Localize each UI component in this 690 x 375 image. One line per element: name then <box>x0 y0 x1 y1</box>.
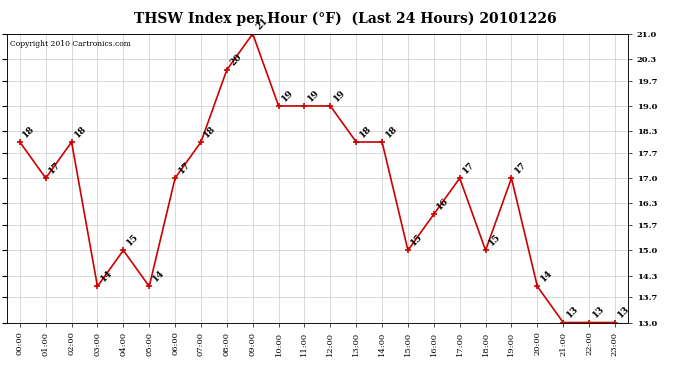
Text: 13: 13 <box>616 304 632 320</box>
Text: 17: 17 <box>177 160 192 176</box>
Text: 14: 14 <box>150 268 166 284</box>
Text: 15: 15 <box>409 232 424 248</box>
Text: 14: 14 <box>539 268 554 284</box>
Text: 13: 13 <box>564 304 580 320</box>
Text: 18: 18 <box>21 124 37 139</box>
Text: 18: 18 <box>384 124 399 139</box>
Text: Copyright 2010 Cartronics.com: Copyright 2010 Cartronics.com <box>10 39 131 48</box>
Text: 18: 18 <box>202 124 218 139</box>
Text: 19: 19 <box>306 88 322 103</box>
Text: 21: 21 <box>254 16 269 31</box>
Text: 17: 17 <box>513 160 528 176</box>
Text: 19: 19 <box>332 88 347 103</box>
Text: 18: 18 <box>73 124 88 139</box>
Text: 17: 17 <box>461 160 476 176</box>
Text: 20: 20 <box>228 52 244 67</box>
Text: 14: 14 <box>99 268 114 284</box>
Text: 13: 13 <box>591 304 606 320</box>
Text: 18: 18 <box>357 124 373 139</box>
Text: 19: 19 <box>280 88 295 103</box>
Text: 17: 17 <box>47 160 62 176</box>
Text: 15: 15 <box>125 232 140 248</box>
Text: 16: 16 <box>435 196 451 211</box>
Text: THSW Index per Hour (°F)  (Last 24 Hours) 20101226: THSW Index per Hour (°F) (Last 24 Hours)… <box>134 11 556 26</box>
Text: 15: 15 <box>487 232 502 248</box>
